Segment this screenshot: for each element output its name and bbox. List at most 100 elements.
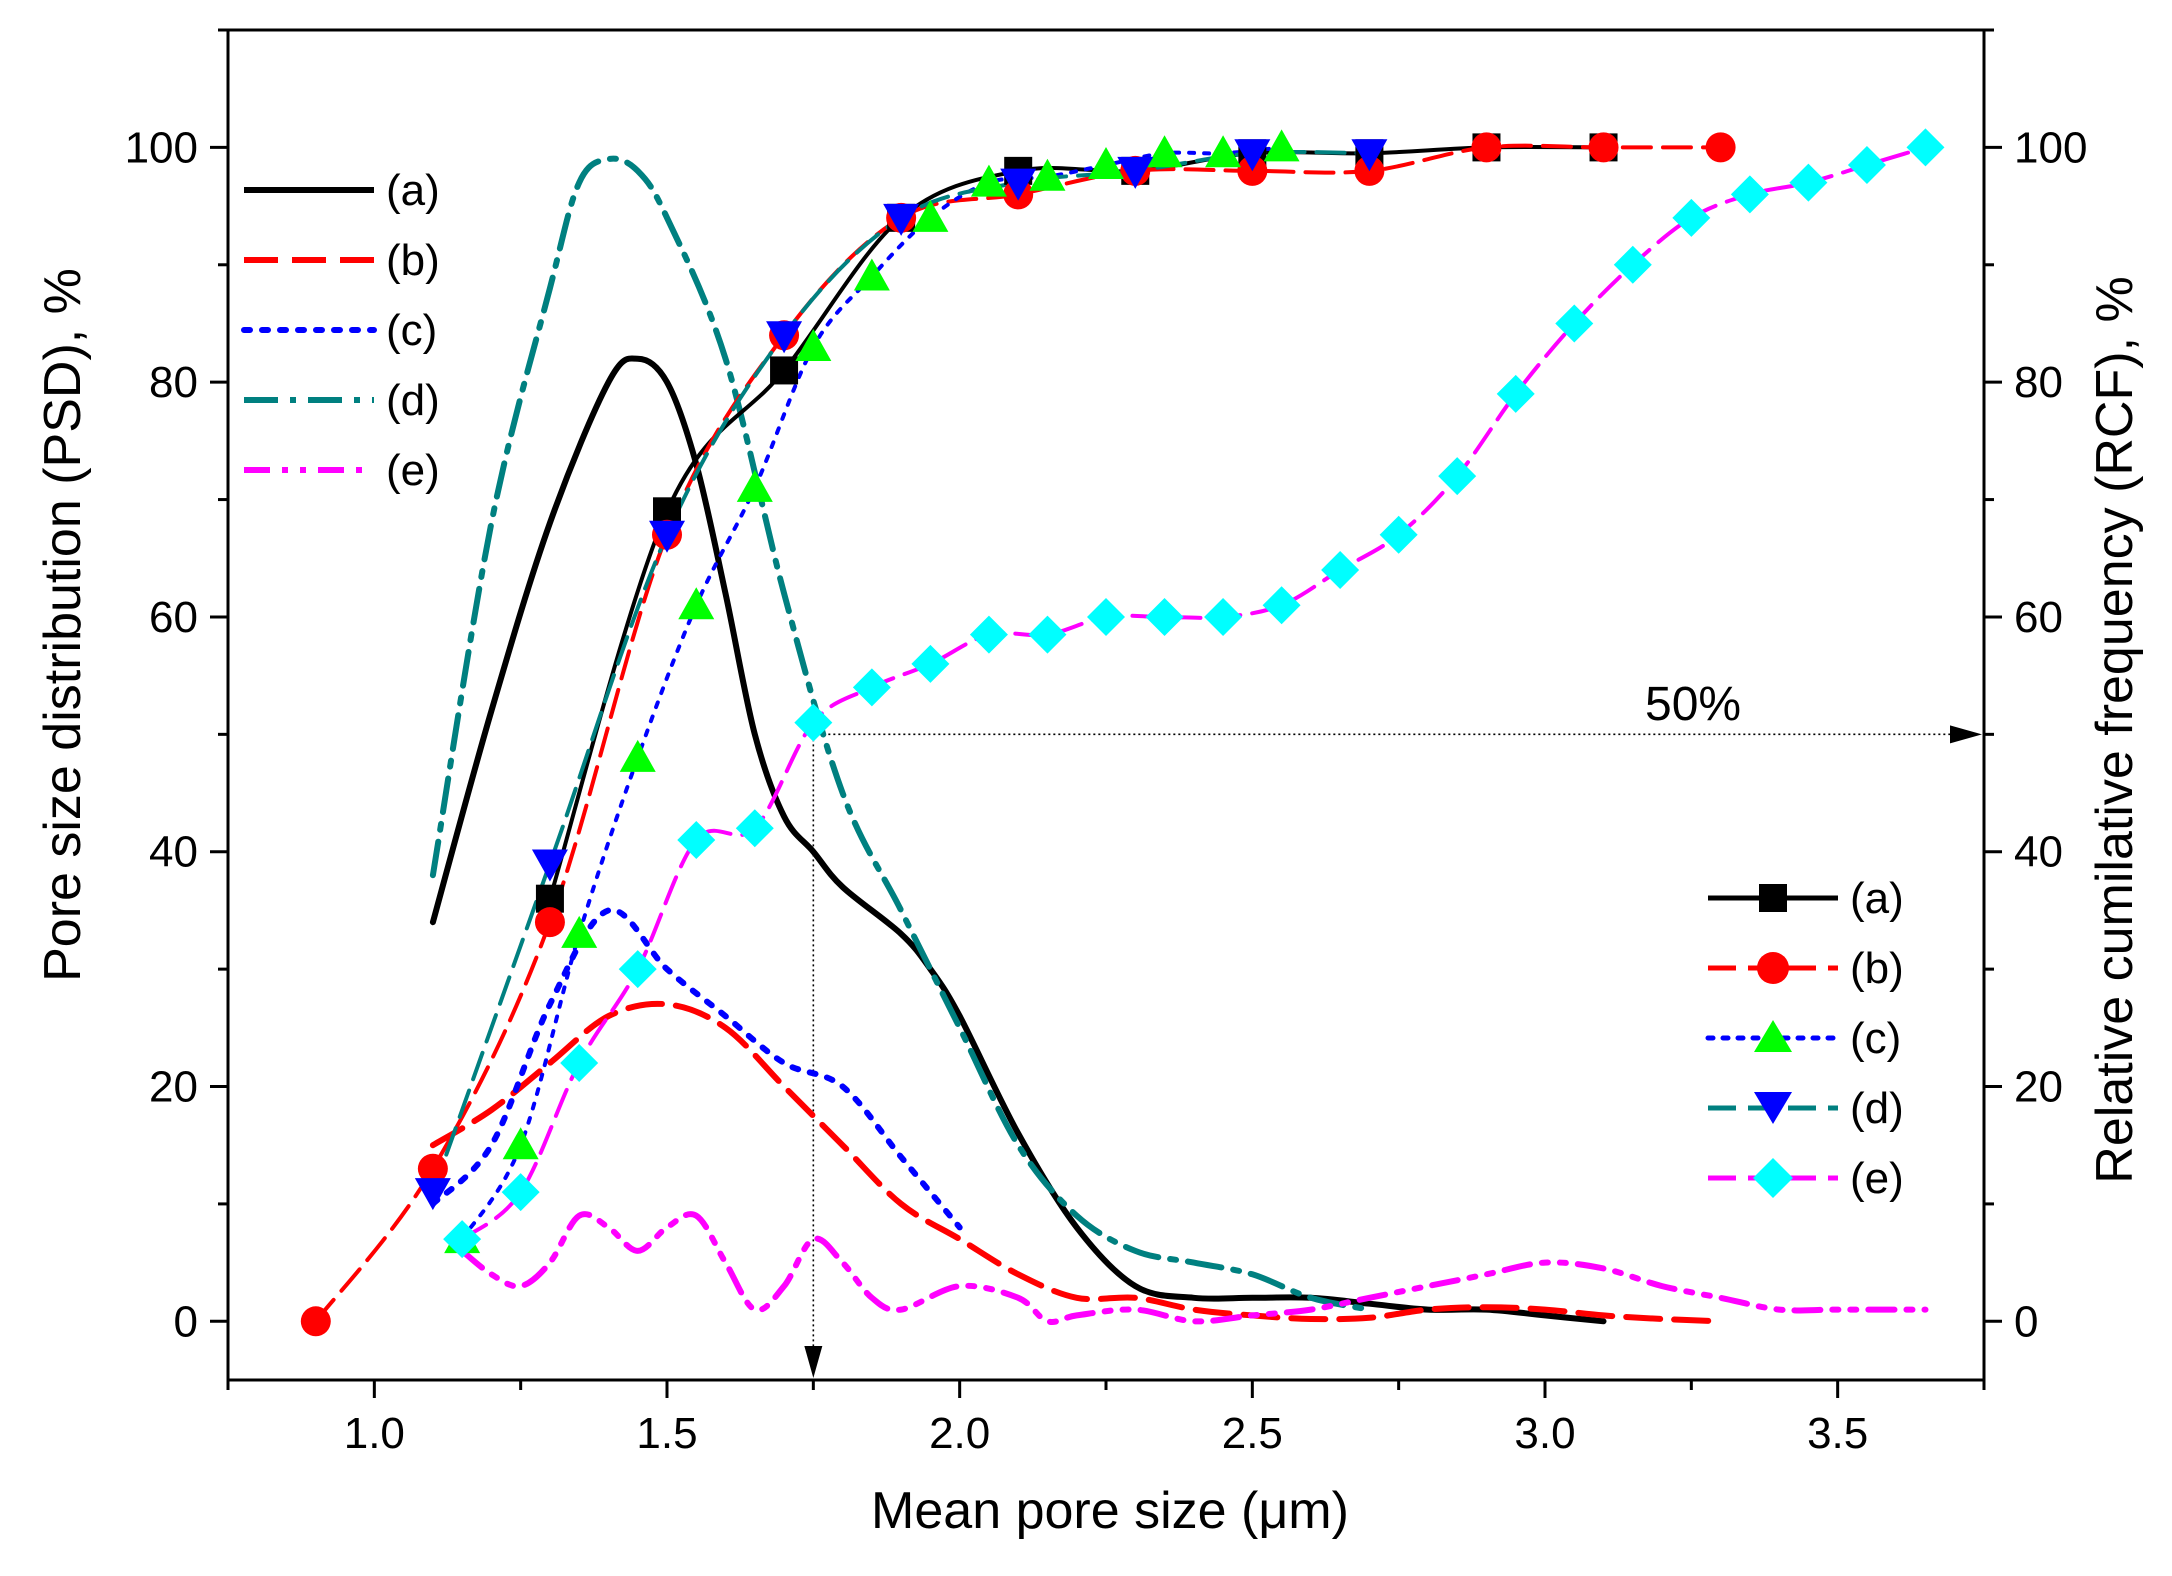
psd-curve-c bbox=[429, 907, 963, 1231]
rcf-point-c bbox=[795, 328, 832, 361]
legend-psd: (a) (b) (c) (d) (e) bbox=[241, 166, 440, 495]
rcf-point-e bbox=[618, 950, 657, 989]
x-tick-label: 1.5 bbox=[636, 1409, 697, 1458]
rcf-point-e bbox=[1730, 175, 1769, 214]
y-right-tick-label: 80 bbox=[2014, 358, 2063, 407]
rcf-point-c bbox=[1263, 129, 1300, 162]
rcf-point-e bbox=[911, 644, 950, 683]
legend-rcf-marker-c bbox=[1754, 1020, 1792, 1052]
legend-psd-label-d: (d) bbox=[386, 376, 440, 425]
rcf-point-b bbox=[1705, 132, 1736, 163]
y-right-tick-label: 100 bbox=[2014, 123, 2087, 172]
rcf-point-d bbox=[766, 321, 803, 354]
legend-rcf-label-e: (e) bbox=[1850, 1154, 1904, 1203]
rcf-point-e bbox=[1438, 457, 1477, 496]
rcf-curves bbox=[300, 128, 1945, 1337]
y-left-tick-label: 0 bbox=[174, 1297, 198, 1346]
psd-curves bbox=[429, 155, 1929, 1325]
psd-curve-e bbox=[459, 1211, 1929, 1325]
rcf-point-e bbox=[1262, 586, 1301, 625]
y-right-tick-label: 0 bbox=[2014, 1297, 2038, 1346]
y-axis-right-title: Relative cumilative frequency (RCF), % bbox=[2086, 276, 2144, 1183]
legend-rcf-label-c: (c) bbox=[1850, 1014, 1901, 1063]
x-tick-label: 2.0 bbox=[929, 1409, 990, 1458]
rcf-point-e bbox=[1321, 551, 1360, 589]
x-tick-label: 3.0 bbox=[1514, 1409, 1575, 1458]
rcf-point-e bbox=[1204, 597, 1243, 636]
rcf-point-e bbox=[1672, 198, 1711, 237]
legend-rcf-marker-d bbox=[1754, 1092, 1792, 1124]
psd-curve-d bbox=[429, 155, 1373, 1313]
rcf-point-c bbox=[1088, 147, 1124, 179]
reference-arrowhead-down bbox=[804, 1346, 823, 1378]
legend-rcf-label-b: (b) bbox=[1850, 944, 1904, 993]
rcf-point-e bbox=[560, 1044, 599, 1083]
y-left-tick-label: 40 bbox=[149, 828, 198, 877]
legend-psd-label-c: (c) bbox=[386, 306, 437, 355]
rcf-point-d bbox=[883, 203, 920, 236]
rcf-point-e bbox=[443, 1220, 482, 1259]
x-axis-title: Mean pore size (μm) bbox=[871, 1482, 1349, 1540]
rcf-point-c bbox=[678, 587, 715, 620]
legend-rcf: (a) (b) (c) (d) (e) bbox=[1705, 874, 1904, 1203]
legend-rcf-marker-b bbox=[1757, 952, 1789, 984]
legend-psd-label-a: (a) bbox=[386, 166, 440, 215]
rcf-point-e bbox=[969, 615, 1008, 654]
rcf-point-c bbox=[1029, 158, 1066, 191]
rcf-point-e bbox=[1613, 245, 1652, 284]
rcf-point-d bbox=[531, 849, 568, 882]
psd-curve-b bbox=[429, 1000, 1724, 1325]
rcf-point-e bbox=[1087, 597, 1125, 636]
rcf-point-c bbox=[736, 469, 773, 502]
rcf-point-c bbox=[912, 199, 949, 232]
rcf-point-e bbox=[1906, 128, 1945, 167]
rcf-point-d bbox=[649, 520, 685, 553]
legend-rcf-label-a: (a) bbox=[1850, 874, 1904, 923]
rcf-point-e bbox=[1789, 163, 1828, 202]
y-left-tick-label: 100 bbox=[125, 123, 198, 172]
y-right-tick-label: 20 bbox=[2014, 1063, 2063, 1112]
rcf-point-e bbox=[794, 703, 833, 742]
rcf-point-d bbox=[1351, 139, 1388, 172]
rcf-point-c bbox=[1146, 135, 1183, 168]
y-left-tick-label: 60 bbox=[149, 593, 198, 642]
rcf-point-c bbox=[619, 739, 656, 772]
y-axis-left-title: Pore size distribution (PSD), % bbox=[34, 268, 92, 982]
rcf-point-e bbox=[852, 668, 891, 707]
rcf-point-c bbox=[853, 258, 890, 291]
rcf-point-e bbox=[677, 821, 716, 859]
rcf-point-b bbox=[417, 1153, 448, 1184]
reference-lines bbox=[804, 725, 1982, 1378]
rcf-point-d bbox=[1117, 156, 1154, 189]
rcf-point-e bbox=[1847, 146, 1886, 184]
rcf-point-b bbox=[1471, 132, 1502, 163]
reference-arrowhead-right bbox=[1950, 725, 1982, 744]
rcf-point-e bbox=[1496, 374, 1535, 413]
rcf-point-a bbox=[770, 356, 799, 385]
rcf-curve-e bbox=[460, 145, 1928, 1242]
rcf-point-b bbox=[300, 1306, 331, 1337]
legend-psd-label-e: (e) bbox=[386, 446, 440, 495]
x-tick-label: 1.0 bbox=[344, 1409, 405, 1458]
rcf-point-d bbox=[1000, 168, 1037, 201]
rcf-point-e bbox=[1379, 515, 1418, 554]
rcf-point-c bbox=[1205, 135, 1242, 168]
rcf-point-d bbox=[1234, 139, 1271, 172]
rcf-point-e bbox=[1028, 615, 1067, 654]
x-tick-label: 3.5 bbox=[1807, 1409, 1868, 1458]
legend-rcf-label-d: (d) bbox=[1850, 1084, 1904, 1133]
legend-rcf-marker-e bbox=[1753, 1158, 1793, 1198]
rcf-point-b bbox=[1588, 132, 1619, 163]
y-left-tick-label: 80 bbox=[149, 358, 198, 407]
legend-rcf-marker-a bbox=[1759, 884, 1787, 912]
y-right-tick-label: 60 bbox=[2014, 593, 2063, 642]
rcf-point-e bbox=[735, 809, 774, 848]
rcf-point-b bbox=[534, 907, 565, 938]
rcf-point-c bbox=[970, 164, 1007, 197]
x-tick-label: 2.5 bbox=[1222, 1409, 1283, 1458]
rcf-point-e bbox=[1555, 304, 1594, 343]
y-left-tick-label: 20 bbox=[149, 1063, 198, 1112]
rcf-point-c bbox=[502, 1127, 539, 1160]
